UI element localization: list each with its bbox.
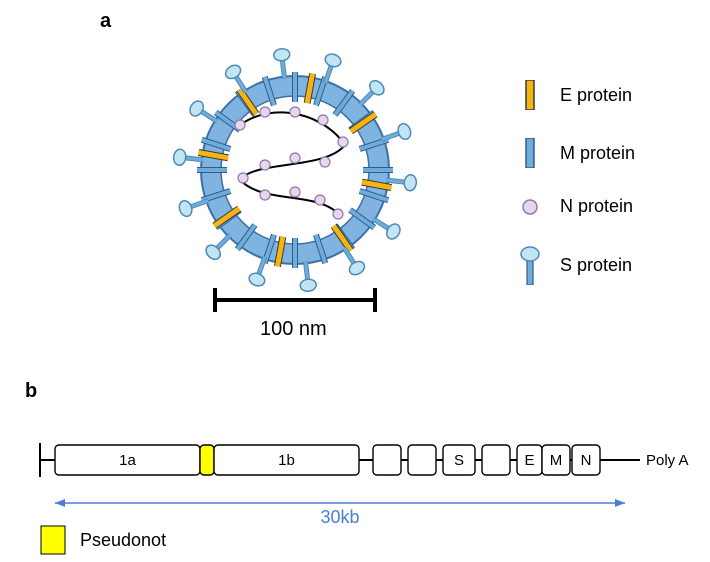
virion-scale-label: 100 nm <box>260 318 327 341</box>
svg-text:1a: 1a <box>119 452 136 469</box>
svg-text:S: S <box>454 452 464 469</box>
n-protein-icon <box>510 197 550 217</box>
svg-text:N: N <box>581 452 592 469</box>
m-protein-icon <box>510 138 550 168</box>
legend-e-label: E protein <box>560 85 632 106</box>
svg-text:M: M <box>550 452 563 469</box>
e-protein-icon <box>510 80 550 110</box>
s-protein-icon <box>510 245 550 285</box>
svg-text:1b: 1b <box>278 452 295 469</box>
legend-row-m: M protein <box>510 138 635 168</box>
legend-s-label: S protein <box>560 255 632 276</box>
svg-text:30kb: 30kb <box>320 507 359 527</box>
legend-row-n: N protein <box>510 196 635 217</box>
pseudoknot-icon <box>40 525 66 555</box>
svg-text:Poly A: Poly A <box>646 452 689 469</box>
legend-n-label: N protein <box>560 196 633 217</box>
legend-row-e: E protein <box>510 80 635 110</box>
legend-row-s: S protein <box>510 245 635 285</box>
legend-m-label: M protein <box>560 143 635 164</box>
svg-text:E: E <box>524 452 534 469</box>
pseudoknot-legend: Pseudonot <box>40 525 166 555</box>
pseudoknot-label: Pseudonot <box>80 530 166 551</box>
legend: E protein M protein N protein S protein <box>510 80 635 313</box>
